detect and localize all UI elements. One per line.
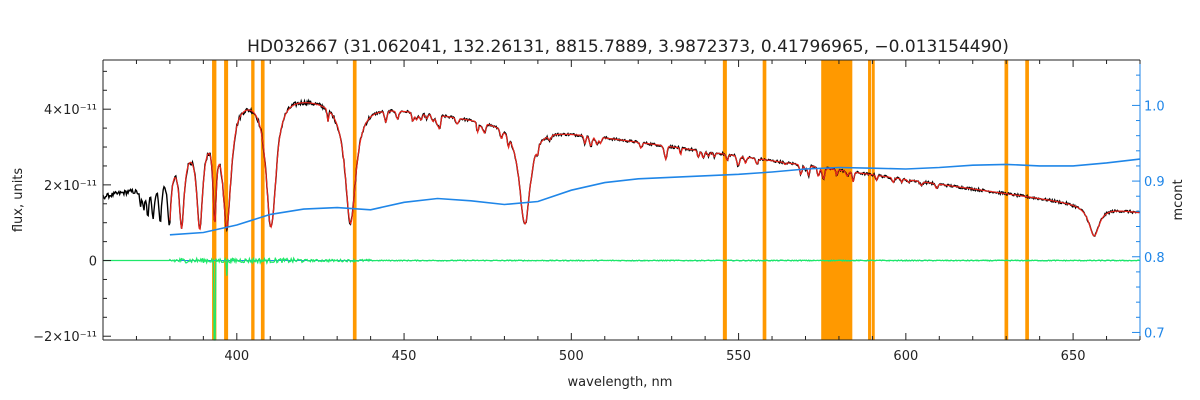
masked-region bbox=[251, 60, 255, 340]
spectrum-curves bbox=[102, 98, 1141, 341]
x-tick-label: 450 bbox=[392, 349, 417, 364]
right-axis-label: mcont bbox=[1171, 179, 1186, 220]
x-tick-label: 400 bbox=[224, 349, 249, 364]
right-tick-label: 0.9 bbox=[1144, 175, 1165, 190]
x-axis-label: wavelength, nm bbox=[568, 375, 673, 390]
chart-title: HD032667 (31.062041, 132.26131, 8815.788… bbox=[247, 37, 1009, 57]
masked-region bbox=[821, 60, 853, 340]
masked-region bbox=[1004, 60, 1009, 340]
masked-regions bbox=[212, 60, 1029, 340]
masked-region bbox=[762, 60, 767, 340]
right-tick-label: 0.7 bbox=[1144, 326, 1165, 341]
model-series bbox=[169, 102, 1141, 237]
x-tick-label: 650 bbox=[1061, 349, 1086, 364]
y-tick-label: 2×10⁻¹¹ bbox=[44, 179, 97, 194]
axes: 400 450 500 550 600 650 −2×10⁻¹¹ 0 2×10⁻¹¹ 4×10⁻¹… bbox=[33, 59, 1165, 364]
y-axis-label: flux, units bbox=[11, 168, 26, 233]
y-tick-label: 4×10⁻¹¹ bbox=[44, 103, 97, 118]
masked-region bbox=[352, 60, 357, 340]
x-tick-label: 500 bbox=[559, 349, 584, 364]
masked-region bbox=[871, 60, 875, 340]
masked-region bbox=[260, 60, 265, 340]
x-tick-label: 600 bbox=[893, 349, 918, 364]
continuum-series bbox=[169, 158, 1141, 236]
right-tick-label: 1.0 bbox=[1144, 99, 1165, 114]
masked-region bbox=[1025, 60, 1029, 340]
y-tick-label: 0 bbox=[89, 255, 97, 270]
masked-region bbox=[224, 60, 229, 340]
residual-series bbox=[103, 256, 1141, 341]
masked-region bbox=[722, 60, 727, 340]
right-tick-label: 0.8 bbox=[1144, 251, 1165, 266]
x-tick-label: 550 bbox=[726, 349, 751, 364]
masked-region bbox=[868, 60, 872, 340]
y-tick-label: −2×10⁻¹¹ bbox=[33, 330, 97, 345]
